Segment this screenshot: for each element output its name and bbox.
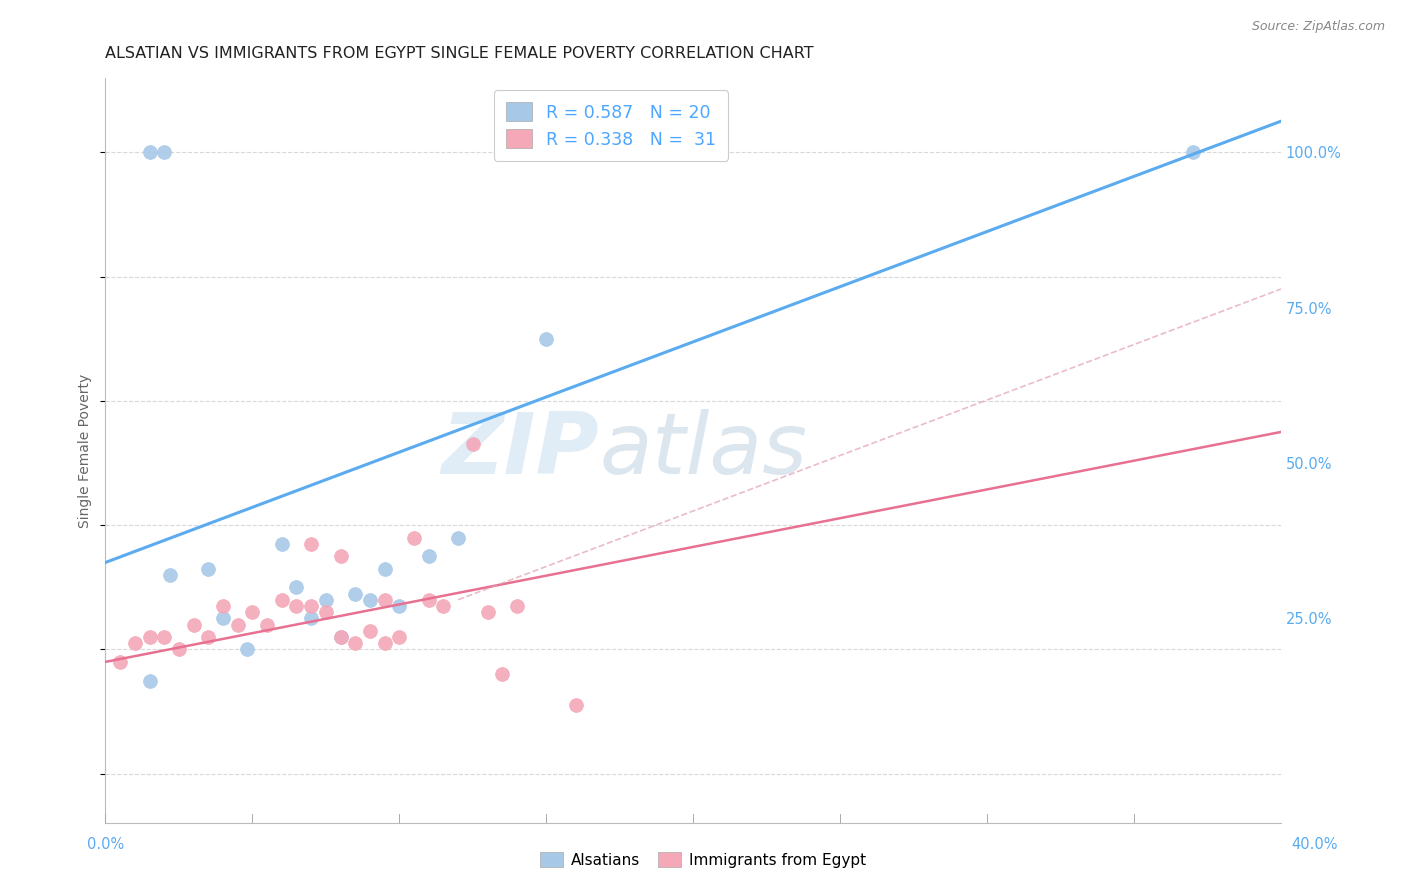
Legend: R = 0.587   N = 20, R = 0.338   N =  31: R = 0.587 N = 20, R = 0.338 N = 31	[494, 90, 728, 161]
Point	[329, 630, 352, 644]
Point	[226, 617, 249, 632]
Text: Source: ZipAtlas.com: Source: ZipAtlas.com	[1251, 20, 1385, 33]
Point	[108, 655, 131, 669]
Point	[138, 673, 160, 688]
Point	[329, 549, 352, 564]
Text: atlas: atlas	[599, 409, 807, 492]
Point	[477, 605, 499, 619]
Point	[344, 636, 367, 650]
Point	[1181, 145, 1204, 160]
Point	[138, 145, 160, 160]
Point	[197, 630, 219, 644]
Point	[124, 636, 146, 650]
Point	[183, 617, 205, 632]
Point	[374, 636, 396, 650]
Point	[235, 642, 257, 657]
Legend: Alsatians, Immigrants from Egypt: Alsatians, Immigrants from Egypt	[533, 844, 873, 875]
Point	[461, 437, 484, 451]
Point	[536, 332, 558, 346]
Point	[256, 617, 278, 632]
Point	[491, 667, 513, 681]
Point	[506, 599, 529, 613]
Point	[285, 599, 308, 613]
Point	[153, 630, 176, 644]
Point	[299, 611, 322, 625]
Point	[159, 567, 181, 582]
Point	[212, 611, 235, 625]
Point	[153, 145, 176, 160]
Point	[299, 599, 322, 613]
Y-axis label: Single Female Poverty: Single Female Poverty	[79, 374, 93, 528]
Text: 40.0%: 40.0%	[1291, 837, 1339, 852]
Point	[270, 592, 292, 607]
Point	[315, 605, 337, 619]
Point	[359, 624, 381, 638]
Point	[138, 630, 160, 644]
Point	[344, 586, 367, 600]
Point	[315, 592, 337, 607]
Point	[418, 549, 440, 564]
Point	[388, 599, 411, 613]
Point	[197, 562, 219, 576]
Point	[432, 599, 454, 613]
Point	[212, 599, 235, 613]
Point	[270, 537, 292, 551]
Point	[285, 580, 308, 594]
Point	[242, 605, 264, 619]
Point	[329, 630, 352, 644]
Text: ZIP: ZIP	[441, 409, 599, 492]
Point	[402, 531, 425, 545]
Text: 0.0%: 0.0%	[87, 837, 124, 852]
Point	[359, 592, 381, 607]
Point	[374, 592, 396, 607]
Point	[418, 592, 440, 607]
Text: ALSATIAN VS IMMIGRANTS FROM EGYPT SINGLE FEMALE POVERTY CORRELATION CHART: ALSATIAN VS IMMIGRANTS FROM EGYPT SINGLE…	[105, 46, 814, 62]
Point	[564, 698, 586, 713]
Point	[388, 630, 411, 644]
Point	[447, 531, 470, 545]
Point	[299, 537, 322, 551]
Point	[374, 562, 396, 576]
Point	[167, 642, 190, 657]
